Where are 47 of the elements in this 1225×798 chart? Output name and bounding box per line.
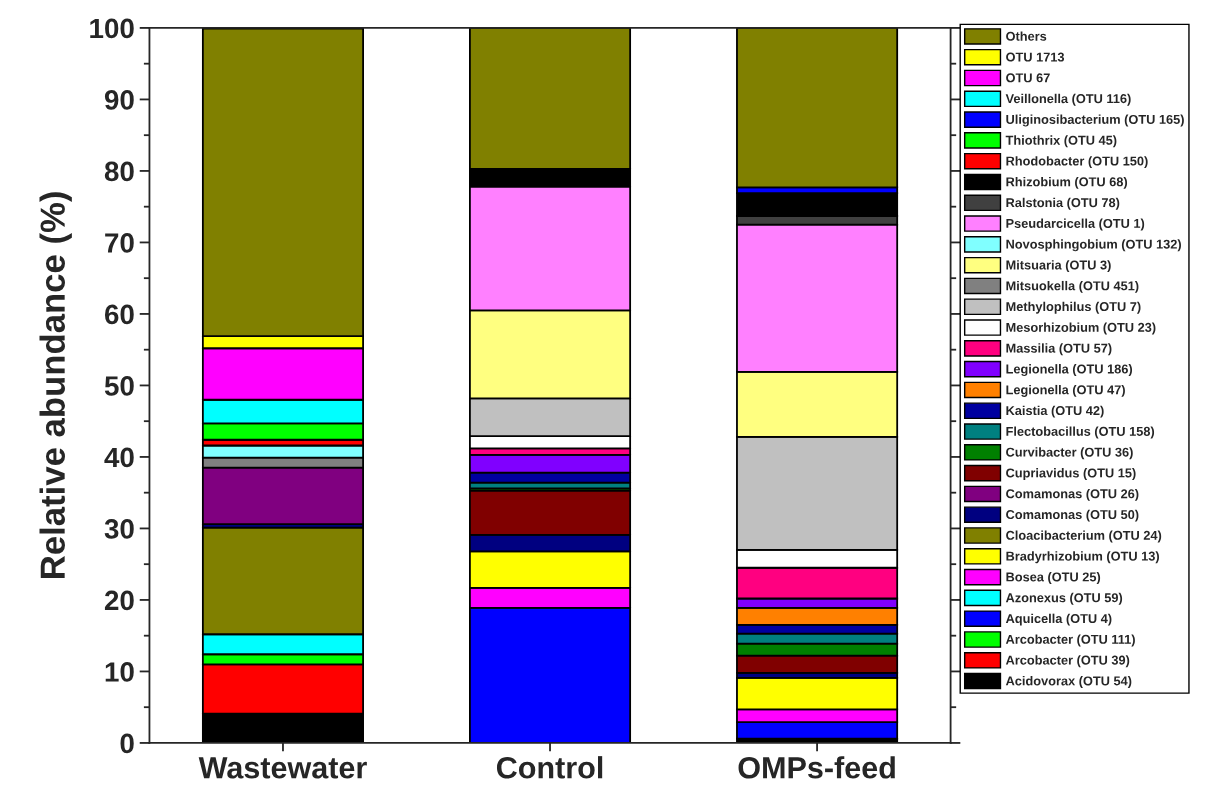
legend-label: OTU 67 xyxy=(1006,73,1050,83)
y-tick-label: 0 xyxy=(120,733,134,754)
legend-label: Comamonas (OTU 50) xyxy=(1006,509,1139,522)
x-tick-label: OMPs-feed xyxy=(738,756,895,779)
y-tick-label: 80 xyxy=(104,161,134,182)
legend-label: Legionella (OTU 47) xyxy=(1006,384,1125,397)
legend-label: Others xyxy=(1006,31,1047,41)
x-tick-label: Wastewater xyxy=(198,757,367,779)
y-tick-label: 10 xyxy=(105,662,134,682)
legend-label: Veillonella (OTU 116) xyxy=(1005,93,1131,106)
legend-label: Mitsuokella (OTU 451) xyxy=(1006,280,1139,293)
legend-label: Uliginosibacterium (OTU 165) xyxy=(1006,114,1184,127)
legend-label: Comamonas (OTU 26) xyxy=(1006,488,1139,501)
y-tick-label: 20 xyxy=(104,590,134,611)
x-tick-label: Control xyxy=(496,756,603,779)
legend-label: Cupriavidus (OTU 15) xyxy=(1006,468,1136,481)
legend-label: Novosphingobium (OTU 132) xyxy=(1006,239,1181,252)
legend-label: Bosea (OTU 25) xyxy=(1006,572,1101,584)
y-tick-label: 50 xyxy=(104,376,134,396)
legend-label: Azonexus (OTU 59) xyxy=(1005,592,1123,605)
legend-label: Thiothrix (OTU 45) xyxy=(1005,135,1117,148)
y-tick-label: 100 xyxy=(90,18,134,39)
legend-label: Curvibacter (OTU 36) xyxy=(1006,447,1133,460)
legend-label: Cloacibacterium (OTU 24) xyxy=(1006,530,1162,543)
legend-label: Bradyrhizobium (OTU 13) xyxy=(1006,551,1159,564)
y-tick-label: 70 xyxy=(105,233,134,253)
legend-label: Acidovorax (OTU 54) xyxy=(1005,676,1132,688)
legend-label: Pseudarcicella (OTU 1) xyxy=(1006,218,1145,231)
legend-label: Flectobacillus (OTU 158) xyxy=(1006,426,1155,439)
y-tick-label: 30 xyxy=(104,519,134,539)
legend-label: Ralstonia (OTU 78) xyxy=(1006,197,1120,210)
y-tick-label: 60 xyxy=(104,304,134,325)
legend-label: Methylophilus (OTU 7) xyxy=(1006,301,1141,314)
legend-label: Legionella (OTU 186) xyxy=(1006,364,1133,377)
legend-label: Aquicella (OTU 4) xyxy=(1005,613,1112,626)
legend-label: Rhizobium (OTU 68) xyxy=(1006,176,1128,189)
legend-label: Massilia (OTU 57) xyxy=(1006,343,1112,356)
legend-label: Arcobacter (OTU 39) xyxy=(1005,655,1130,668)
y-tick-label: 40 xyxy=(104,447,134,468)
legend-label: Mesorhizobium (OTU 23) xyxy=(1006,322,1156,335)
legend-label: Mitsuaria (OTU 3) xyxy=(1006,260,1111,273)
legend-label: Arcobacter (OTU 111) xyxy=(1005,634,1135,647)
y-tick-label: 90 xyxy=(104,90,134,110)
legend-label: Rhodobacter (OTU 150) xyxy=(1006,156,1148,169)
legend-label: Kaistia (OTU 42) xyxy=(1006,405,1104,418)
y-axis-title: Relative abundance (%) xyxy=(39,192,72,578)
legend-label: OTU 1713 xyxy=(1006,52,1065,62)
